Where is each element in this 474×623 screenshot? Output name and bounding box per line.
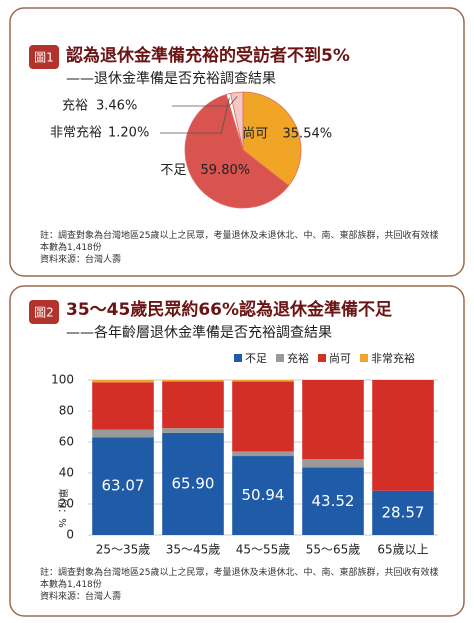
- y-tick-label: 60: [59, 435, 74, 449]
- bar-segment: [92, 382, 154, 430]
- slice-value: 1.20%: [108, 126, 149, 141]
- bar-segment: [92, 429, 154, 438]
- slice-value: 3.46%: [96, 99, 137, 114]
- x-tick-label: 35～45歲: [166, 543, 221, 557]
- bar-segment: [232, 380, 294, 382]
- bar-segment: [372, 380, 434, 491]
- legend-swatch: [318, 354, 326, 362]
- badge-bg: [29, 45, 59, 69]
- panel: [9, 7, 465, 277]
- legend-label: 不足: [245, 352, 267, 365]
- value-label: 43.52: [312, 492, 355, 510]
- slice-value: 59.80%: [201, 163, 251, 178]
- slice-label: 充裕: [62, 98, 88, 114]
- slice-label: 尚可: [242, 127, 268, 142]
- source: 資料來源：台灣人壽: [40, 255, 122, 265]
- chart-title: 認為退休金準備充裕的受訪者不到5%: [66, 45, 350, 66]
- pie-slice: [184, 93, 290, 209]
- x-tick-label: 45～55歲: [236, 543, 291, 557]
- note: 註：調查對象為台灣地區25歲以上之民眾，考量退休及未退休北、中、南、東部族群，共…: [40, 231, 439, 253]
- chart-title: 35～45歲民眾約66%認為退休金準備不足: [66, 299, 392, 320]
- value-label: 63.07: [102, 477, 145, 495]
- y-tick-label: 80: [59, 404, 74, 418]
- bar-segment: [232, 456, 294, 535]
- slice-label: 非常充裕: [50, 125, 102, 141]
- panel: [9, 285, 465, 617]
- legend-label: 尚可: [329, 351, 351, 365]
- slice-label: 不足: [160, 163, 186, 178]
- source: 資料來源：台灣人壽: [40, 592, 122, 602]
- bar-segment: [302, 380, 364, 460]
- bar-segment: [372, 490, 434, 535]
- bar-segment: [92, 437, 154, 535]
- pie-slice: [230, 91, 244, 151]
- leader-line: [172, 96, 238, 107]
- badge-bg: [29, 300, 59, 324]
- legend-swatch: [276, 354, 284, 362]
- y-tick-label: 40: [59, 466, 74, 480]
- bar-segment: [302, 467, 364, 535]
- bar-segment: [162, 428, 224, 433]
- value-label: 50.94: [242, 486, 285, 504]
- value-label: 28.57: [382, 503, 425, 521]
- legend-swatch: [360, 354, 368, 362]
- y-tick-label: 0: [66, 528, 74, 542]
- legend-label: 非常充裕: [371, 351, 415, 365]
- y-tick-label: 100: [51, 373, 74, 387]
- bar-segment: [92, 380, 154, 383]
- leader-line: [160, 97, 230, 134]
- x-tick-label: 25～35歲: [96, 543, 151, 557]
- bar-segment: [162, 380, 224, 382]
- bar-segment: [302, 459, 364, 468]
- slice-value: 35.54%: [283, 127, 333, 142]
- y-axis-label: 單位：%: [56, 488, 69, 528]
- legend-label: 充裕: [287, 351, 309, 365]
- x-tick-label: 55～65歲: [306, 543, 361, 557]
- bar-segment: [232, 381, 294, 452]
- x-tick-label: 65歲以上: [377, 543, 428, 557]
- pie-slice: [242, 91, 302, 187]
- chart-subtitle: ——退休金準備是否充裕調查結果: [66, 71, 276, 87]
- chart-subtitle: ——各年齡層退休金準備是否充裕調查結果: [66, 325, 332, 341]
- bar-segment: [162, 381, 224, 429]
- value-label: 65.90: [172, 474, 215, 492]
- note: 註：調查對象為台灣地區25歲以上之民眾，考量退休及未退休北、中、南、東部族群，共…: [40, 568, 439, 590]
- badge: 圖1: [34, 51, 54, 65]
- badge: 圖2: [34, 306, 54, 320]
- bar-segment: [162, 432, 224, 535]
- legend-swatch: [234, 354, 242, 362]
- y-tick-label: 20: [59, 497, 74, 511]
- bar-segment: [232, 451, 294, 457]
